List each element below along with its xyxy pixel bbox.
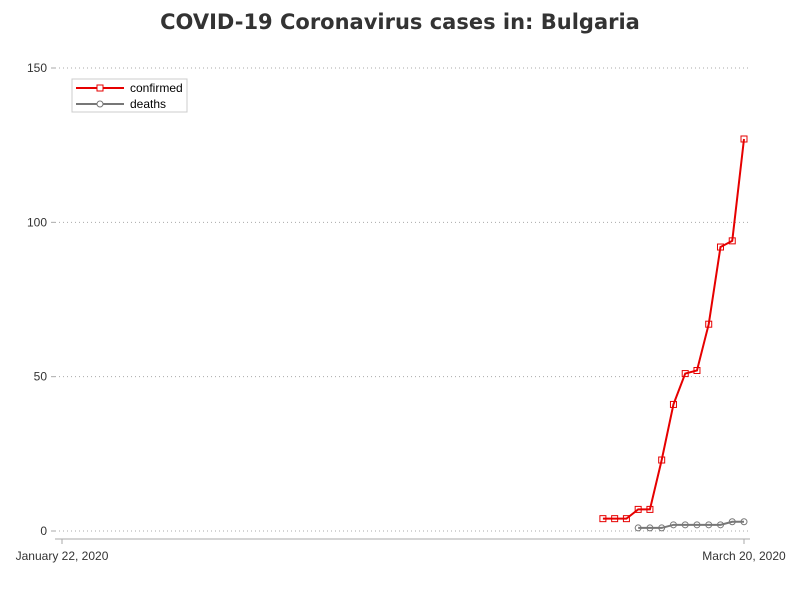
- legend-label-confirmed: confirmed: [130, 81, 183, 95]
- data-point-deaths: [705, 521, 713, 529]
- x-tick-label: March 20, 2020: [702, 549, 786, 563]
- data-point-confirmed: [646, 505, 654, 513]
- data-point-deaths: [740, 518, 748, 526]
- data-point-confirmed: [740, 135, 748, 143]
- data-point-confirmed: [634, 505, 642, 513]
- series-line-confirmed: [602, 138, 745, 520]
- data-point-deaths: [693, 521, 701, 529]
- data-point-deaths: [681, 521, 689, 529]
- data-point-deaths: [716, 521, 724, 529]
- gridlines: [55, 67, 750, 532]
- y-tick-label: 0: [40, 524, 47, 538]
- data-point-deaths: [646, 524, 654, 532]
- legend: confirmed deaths: [71, 78, 188, 113]
- data-point-deaths: [728, 518, 736, 526]
- chart-title: COVID-19 Coronavirus cases in: Bulgaria: [160, 10, 640, 34]
- data-point-confirmed: [681, 370, 689, 378]
- data-point-confirmed: [622, 515, 630, 523]
- data-point-confirmed: [669, 400, 677, 408]
- y-tick-label: 50: [34, 370, 48, 384]
- legend-marker-confirmed: [96, 84, 104, 92]
- data-point-confirmed: [611, 515, 619, 523]
- series-layer: [599, 135, 748, 532]
- series-line-deaths: [638, 520, 744, 529]
- legend-marker-deaths: [96, 100, 104, 108]
- data-point-deaths: [634, 524, 642, 532]
- data-point-confirmed: [705, 320, 713, 328]
- data-point-confirmed: [599, 515, 607, 523]
- axes: 0 50 100 150 January 22, 2020 March 20, 2020: [16, 61, 786, 563]
- data-point-deaths: [658, 524, 666, 532]
- data-point-confirmed: [728, 237, 736, 245]
- x-tick-label: January 22, 2020: [16, 549, 109, 563]
- y-tick-label: 150: [27, 61, 47, 75]
- y-tick-label: 100: [27, 215, 47, 229]
- data-point-confirmed: [716, 243, 724, 251]
- data-point-confirmed: [658, 456, 666, 464]
- data-point-confirmed: [693, 366, 701, 374]
- legend-box: [71, 78, 188, 113]
- legend-label-deaths: deaths: [130, 97, 166, 111]
- data-point-deaths: [669, 521, 677, 529]
